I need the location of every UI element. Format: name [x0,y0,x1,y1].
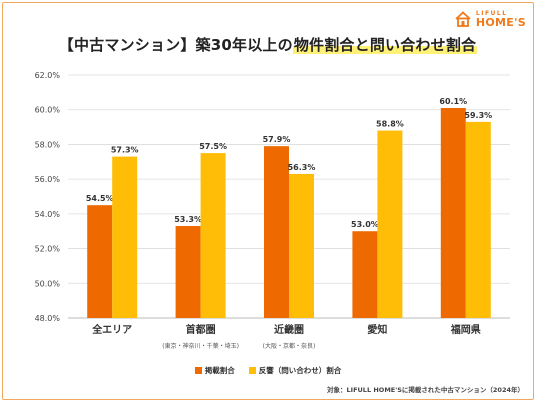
y-tick-label: 62.0% [35,71,61,80]
legend-item-inquiry: 反響（問い合わせ）割合 [248,365,342,376]
data-label: 59.3% [464,111,492,120]
y-tick-label: 60.0% [35,106,61,115]
bar-inquiry [465,121,491,318]
x-category-sublabel: (大阪・京都・奈良) [263,342,316,350]
y-tick-label: 48.0% [35,314,61,323]
legend-swatch-listing [194,367,202,374]
data-label: 56.3% [288,163,316,172]
legend-swatch-inquiry [248,367,256,374]
y-tick-label: 52.0% [35,245,61,254]
data-label: 54.5% [86,194,114,203]
legend-item-listing: 掲載割合 [194,365,235,376]
data-label: 57.5% [199,142,227,151]
y-tick-label: 54.0% [35,210,61,219]
y-tick-label: 50.0% [35,279,61,288]
legend-label-inquiry: 反響（問い合わせ）割合 [258,366,342,375]
chart-title: 【中古マンション】築30年以上の物件割合と問い合わせ割合 [0,34,536,55]
title-prefix: 【中古マンション】築30年以上の [58,36,293,54]
bar-listing [264,146,289,318]
brand-big: HOME'S [475,15,526,29]
x-category-label: 愛知 [367,323,387,336]
brand-logo: LIFULL HOME'S [454,9,526,29]
bar-listing [87,205,113,318]
x-category-sublabel: (東京・神奈川・千葉・埼玉) [162,342,239,350]
data-label: 53.0% [351,220,379,229]
bar-inquiry [377,130,403,318]
x-category-label: 福岡県 [450,323,481,336]
source-note: 対象：LIFULL HOME'Sに掲載された中古マンション（2024年） [327,386,524,394]
bar-inquiry [289,173,314,318]
bar-listing [352,231,378,318]
house-icon [455,11,471,27]
data-label: 60.1% [439,97,467,106]
x-category-label: 首都圏 [186,323,216,336]
brand-small: LIFULL [475,9,508,17]
data-label: 57.9% [263,135,291,144]
data-label: 53.3% [174,215,202,224]
y-tick-label: 58.0% [35,140,61,149]
data-label: 57.3% [111,146,139,155]
legend-label-listing: 掲載割合 [204,366,235,375]
x-category-label: 全エリア [91,323,132,336]
title-highlight: 物件割合と問い合わせ割合 [292,36,478,54]
x-category-label: 近畿圏 [274,323,304,336]
y-tick-label: 56.0% [35,175,61,184]
bar-inquiry [112,156,138,318]
bar-listing [175,226,201,318]
data-label: 58.8% [376,120,404,129]
legend: 掲載割合 反響（問い合わせ）割合 [0,365,536,376]
bar-listing [440,107,466,318]
bar-inquiry [200,153,226,318]
